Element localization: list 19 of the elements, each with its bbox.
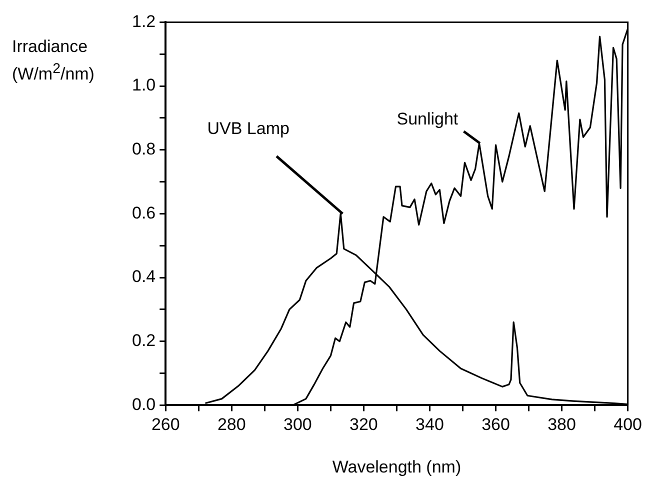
x-axis-title: Wavelength (nm) [332,457,462,476]
x-tick-label: 360 [482,415,510,434]
y-tick-label: 1.0 [132,76,156,95]
x-tick-label: 320 [350,415,378,434]
y-tick-label: 0.0 [132,394,156,414]
x-tick-label: 400 [614,415,642,434]
y-axis-title: Irradiance (W/m$^{2}$/nm) [12,36,96,86]
y-tick-label: 0.6 [132,203,156,222]
x-tick-label: 340 [416,415,444,434]
x-tick-label: 380 [548,415,576,434]
y-tick-label: 0.8 [132,140,156,159]
x-tick-label: 260 [151,415,180,434]
y-tick-label: 0.4 [132,267,156,286]
text: UVB Lamp [207,119,290,138]
series-label: Sunlight [396,110,458,129]
x-tick-label: 280 [217,415,246,434]
y-tick-label: 0.2 [132,331,156,350]
x-tick-label: 300 [284,415,312,434]
y-tick-label: 1.2 [132,12,156,31]
